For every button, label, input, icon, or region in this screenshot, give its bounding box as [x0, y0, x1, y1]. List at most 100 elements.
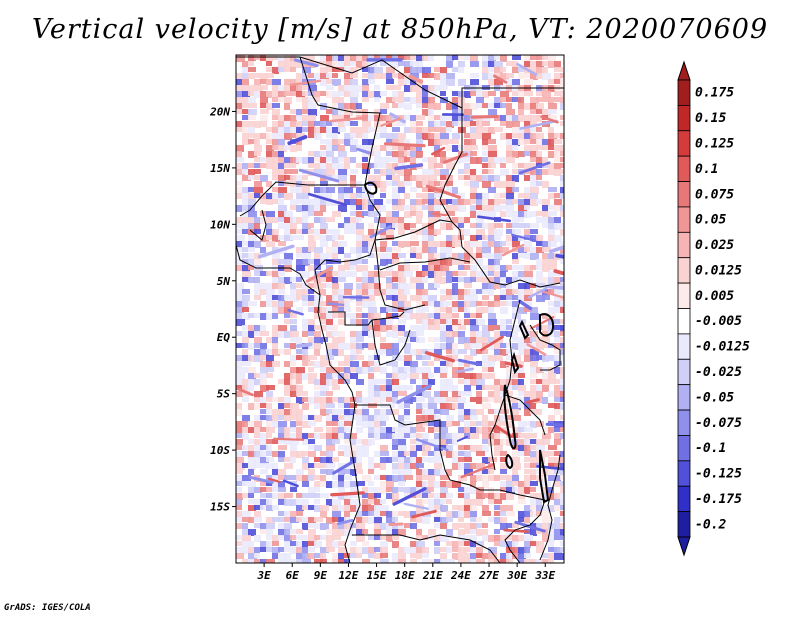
field-cell	[290, 367, 299, 373]
field-cell	[542, 181, 549, 188]
field-cell	[338, 421, 345, 427]
field-cell	[488, 157, 495, 164]
colorbar-swatch	[677, 435, 691, 462]
field-cell	[500, 121, 508, 126]
field-cell	[356, 289, 363, 295]
field-cell	[518, 91, 525, 96]
field-cell	[266, 529, 273, 536]
field-cell	[542, 223, 550, 228]
field-cell	[284, 349, 291, 355]
field-cell	[524, 469, 530, 474]
field-cell	[278, 133, 286, 140]
field-cell	[296, 235, 304, 240]
field-cell	[362, 85, 369, 91]
field-cell	[446, 319, 455, 324]
field-cell	[446, 481, 453, 488]
field-cell	[332, 91, 340, 97]
field-cell	[440, 169, 449, 175]
field-cell	[500, 559, 509, 563]
field-cell	[302, 217, 308, 224]
lat-tick-label: 15N	[210, 162, 230, 175]
field-cell	[482, 511, 491, 516]
field-cell	[290, 337, 297, 342]
field-cell	[560, 397, 564, 402]
field-cell	[476, 313, 482, 318]
field-cell	[416, 289, 425, 296]
field-cell	[314, 559, 323, 563]
field-cell	[260, 175, 268, 182]
field-cell	[488, 385, 495, 390]
field-cell	[290, 235, 296, 240]
field-cell	[548, 235, 555, 241]
field-cell	[440, 523, 447, 529]
field-cell	[494, 229, 503, 236]
field-cell	[506, 139, 514, 145]
field-cell	[434, 163, 443, 168]
field-cell	[332, 331, 341, 336]
field-cell	[410, 349, 416, 356]
country-borders	[236, 56, 564, 563]
field-cell	[422, 73, 430, 78]
field-cell	[482, 367, 489, 372]
field-cell	[440, 79, 448, 86]
field-cell	[500, 91, 509, 97]
field-cell	[488, 325, 494, 331]
field-cell	[506, 229, 515, 234]
field-cell	[416, 115, 425, 120]
field-cell	[476, 475, 485, 481]
field-cell	[332, 415, 339, 422]
field-cell	[410, 331, 417, 338]
field-cell	[320, 535, 328, 540]
field-cell	[416, 505, 424, 512]
field-cell	[434, 457, 441, 463]
field-cell	[488, 547, 497, 554]
field-cell	[272, 133, 278, 139]
field-cell	[254, 391, 263, 398]
field-cell	[518, 445, 527, 451]
field-cell	[356, 55, 364, 62]
field-cell	[452, 253, 458, 259]
field-cell	[524, 271, 533, 278]
field-cell	[344, 259, 351, 266]
field-cell	[290, 487, 297, 492]
field-cell	[350, 343, 359, 349]
field-cell	[326, 235, 335, 241]
field-cell	[482, 397, 489, 402]
field-cell	[266, 337, 273, 343]
field-cell	[260, 115, 268, 122]
field-cell	[536, 547, 544, 553]
field-cell	[284, 523, 292, 530]
field-cell	[308, 379, 317, 384]
field-cell	[368, 73, 374, 79]
field-cell	[362, 493, 368, 498]
field-cell	[512, 379, 520, 385]
field-cell	[314, 259, 320, 266]
field-cell	[404, 175, 412, 181]
field-cell	[470, 265, 477, 272]
field-cell	[434, 343, 442, 349]
field-cell	[326, 127, 335, 133]
field-cell	[242, 379, 251, 385]
field-cell	[344, 91, 353, 97]
field-cell	[338, 487, 345, 492]
field-cell	[482, 199, 491, 206]
field-cell	[536, 445, 545, 452]
field-cell	[302, 475, 308, 482]
field-cell	[482, 133, 491, 140]
field-cell	[242, 289, 250, 294]
field-cell	[410, 397, 417, 402]
field-cell	[434, 505, 443, 510]
border-line	[461, 87, 564, 108]
field-cell	[356, 145, 364, 150]
field-cell	[416, 367, 422, 374]
field-cell	[302, 505, 310, 510]
field-cell	[422, 295, 428, 300]
field-cell	[464, 307, 470, 313]
field-cell	[392, 409, 399, 415]
field-cell	[356, 307, 362, 312]
field-cell	[278, 295, 285, 301]
field-cell	[284, 313, 293, 318]
field-cell	[500, 307, 508, 314]
field-cell	[392, 307, 398, 312]
field-cell	[350, 199, 357, 206]
